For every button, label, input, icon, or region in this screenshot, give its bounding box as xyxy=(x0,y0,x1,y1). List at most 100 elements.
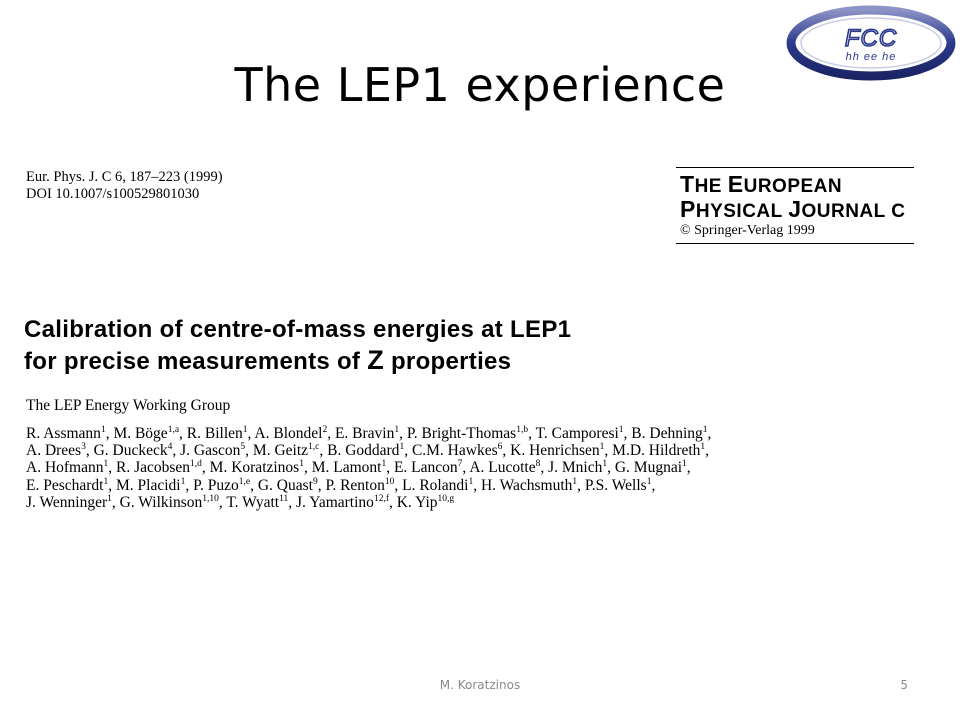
author-affiliation: 1 xyxy=(602,459,608,470)
author-name: , R. Billen xyxy=(179,425,243,442)
author-name: , L. Rolandi xyxy=(394,476,469,494)
author-name: R. Assmann xyxy=(26,425,101,442)
journal-publisher: © Springer-Verlag 1999 xyxy=(680,223,815,238)
author-affiliation: 1 xyxy=(242,425,248,435)
author-affiliation: 10,g xyxy=(437,493,455,504)
author-name: , T. Wyatt xyxy=(218,493,280,511)
author-affiliation: 1 xyxy=(299,459,304,470)
journal-top-rule xyxy=(676,167,914,168)
slide-title: The LEP1 experience xyxy=(234,58,726,112)
author-affiliation: 1,a xyxy=(167,425,180,435)
author-affiliation: 1 xyxy=(618,425,624,435)
author-line: R. Assmann1, M. Böge1,a, R. Billen1, A. … xyxy=(26,425,711,442)
logo-text-fcc: FCC xyxy=(845,25,897,52)
author-affiliation: 1 xyxy=(702,425,708,435)
author-name: , M.D. Hildreth xyxy=(604,442,701,460)
author-affiliation: 1,e xyxy=(238,476,251,487)
author-affiliation: 1 xyxy=(399,442,405,453)
author-line: A. Hofmann1, R. Jacobsen1,d, M. Koratzin… xyxy=(26,459,711,476)
author-name: , J. Yamartino xyxy=(288,493,374,511)
author-affiliation: 1 xyxy=(100,425,106,435)
author-affiliation: 1 xyxy=(468,476,474,487)
page-number: 5 xyxy=(900,678,908,692)
journal-name-line2: PHYSICAL JOURNAL C xyxy=(680,196,906,223)
author-name: , P. Puzo xyxy=(185,476,239,494)
author-affiliation: 1 xyxy=(394,425,400,435)
author-affiliation: 1 xyxy=(599,442,605,453)
author-name: A. Drees xyxy=(26,442,82,460)
citation-journal-ref: Eur. Phys. J. C 6, 187–223 (1999) xyxy=(26,169,223,185)
author-affiliation: 1 xyxy=(572,476,578,487)
author-affiliation: 5 xyxy=(240,442,246,453)
paper-title-line1: Calibration of centre-of-mass energies a… xyxy=(24,316,572,343)
author-name: , P. Bright-Thomas xyxy=(399,425,517,442)
author-name: , G. Mugnai xyxy=(607,459,683,477)
author-name: , R. Jacobsen xyxy=(108,459,191,477)
author-name: , C.M. Hawkes xyxy=(404,442,498,460)
author-name: , A. Blondel xyxy=(247,425,323,442)
fcc-logo: FCC hh ee he xyxy=(786,5,956,81)
author-name: , M. Böge xyxy=(105,425,168,442)
author-name: , P. Renton xyxy=(317,476,385,494)
journal-bottom-rule xyxy=(676,243,914,244)
author-affiliation: 8 xyxy=(535,459,541,470)
author-affiliation: 1,10 xyxy=(202,493,219,504)
author-name: , B. Dehning xyxy=(623,425,703,442)
author-affiliation: 1,c xyxy=(308,442,320,453)
author-affiliation: 1,d xyxy=(190,459,202,470)
paper-title-line2: for precise measurements of Z properties xyxy=(24,345,512,375)
author-affiliation: 1 xyxy=(103,459,109,470)
author-name: , M. Placidi xyxy=(108,476,181,494)
author-line: A. Drees3, G. Duckeck4, J. Gascon5, M. G… xyxy=(26,442,711,459)
author-name: , G. Duckeck xyxy=(85,442,168,460)
author-name: , J. Gascon xyxy=(172,442,241,460)
author-name: , E. Bravin xyxy=(327,425,395,442)
author-affiliation: 6 xyxy=(497,442,503,453)
journal-name-line1: THE EUROPEAN xyxy=(680,171,843,198)
author-list: R. Assmann1, M. Böge1,a, R. Billen1, A. … xyxy=(26,425,711,511)
author-name: , H. Wachsmuth xyxy=(473,476,573,494)
author-affiliation: 9 xyxy=(312,476,318,487)
author-name: J. Wenninger xyxy=(26,493,108,511)
logo-text-sub: hh ee he xyxy=(846,51,897,63)
journal-masthead: THE EUROPEAN PHYSICAL JOURNAL C © Spring… xyxy=(676,167,914,244)
author-name: , M. Lamont xyxy=(303,459,382,477)
author-line: J. Wenninger1, G. Wilkinson1,10, T. Wyat… xyxy=(26,494,711,511)
author-name: A. Hofmann xyxy=(26,459,104,477)
footer-author: M. Koratzinos xyxy=(439,678,521,692)
author-affiliation: 1 xyxy=(682,459,687,470)
author-affiliation: 3 xyxy=(81,442,86,453)
author-affiliation: 2 xyxy=(322,425,328,435)
author-affiliation: 1,b xyxy=(516,425,529,435)
working-group: The LEP Energy Working Group xyxy=(26,397,231,414)
author-affiliation: 1 xyxy=(381,459,387,470)
author-affiliation: 1 xyxy=(700,442,706,453)
author-affiliation: 4 xyxy=(167,442,173,453)
author-name: , xyxy=(707,425,712,442)
author-name: , xyxy=(705,442,710,460)
author-name: , xyxy=(686,459,691,477)
author-name: , T. Camporesi xyxy=(528,425,619,442)
author-name: , K. Yip xyxy=(388,493,438,511)
author-name: , P.S. Wells xyxy=(577,476,647,494)
author-affiliation: 10 xyxy=(384,476,395,487)
author-name: , M. Koratzinos xyxy=(201,459,300,477)
author-name: , xyxy=(651,476,656,494)
author-name: , G. Wilkinson xyxy=(111,493,203,511)
author-affiliation: 1 xyxy=(107,493,112,504)
author-name: , E. Lancon xyxy=(386,459,458,477)
author-name: , G. Quast xyxy=(250,476,313,494)
author-name: E. Peschardt xyxy=(26,476,104,494)
author-name: , J. Mnich xyxy=(540,459,603,477)
author-affiliation: 12,f xyxy=(373,493,389,504)
citation: Eur. Phys. J. C 6, 187–223 (1999) DOI 10… xyxy=(26,169,223,203)
paper-title: Calibration of centre-of-mass energies a… xyxy=(24,315,571,377)
author-affiliation: 1 xyxy=(103,476,109,487)
author-name: , K. Henrichsen xyxy=(502,442,600,460)
citation-doi: DOI 10.1007/s100529801030 xyxy=(26,186,200,202)
author-affiliation: 1 xyxy=(180,476,186,487)
author-name: , A. Lucotte xyxy=(462,459,536,477)
author-name: , M. Geitz xyxy=(245,442,309,460)
author-affiliation: 7 xyxy=(457,459,463,470)
